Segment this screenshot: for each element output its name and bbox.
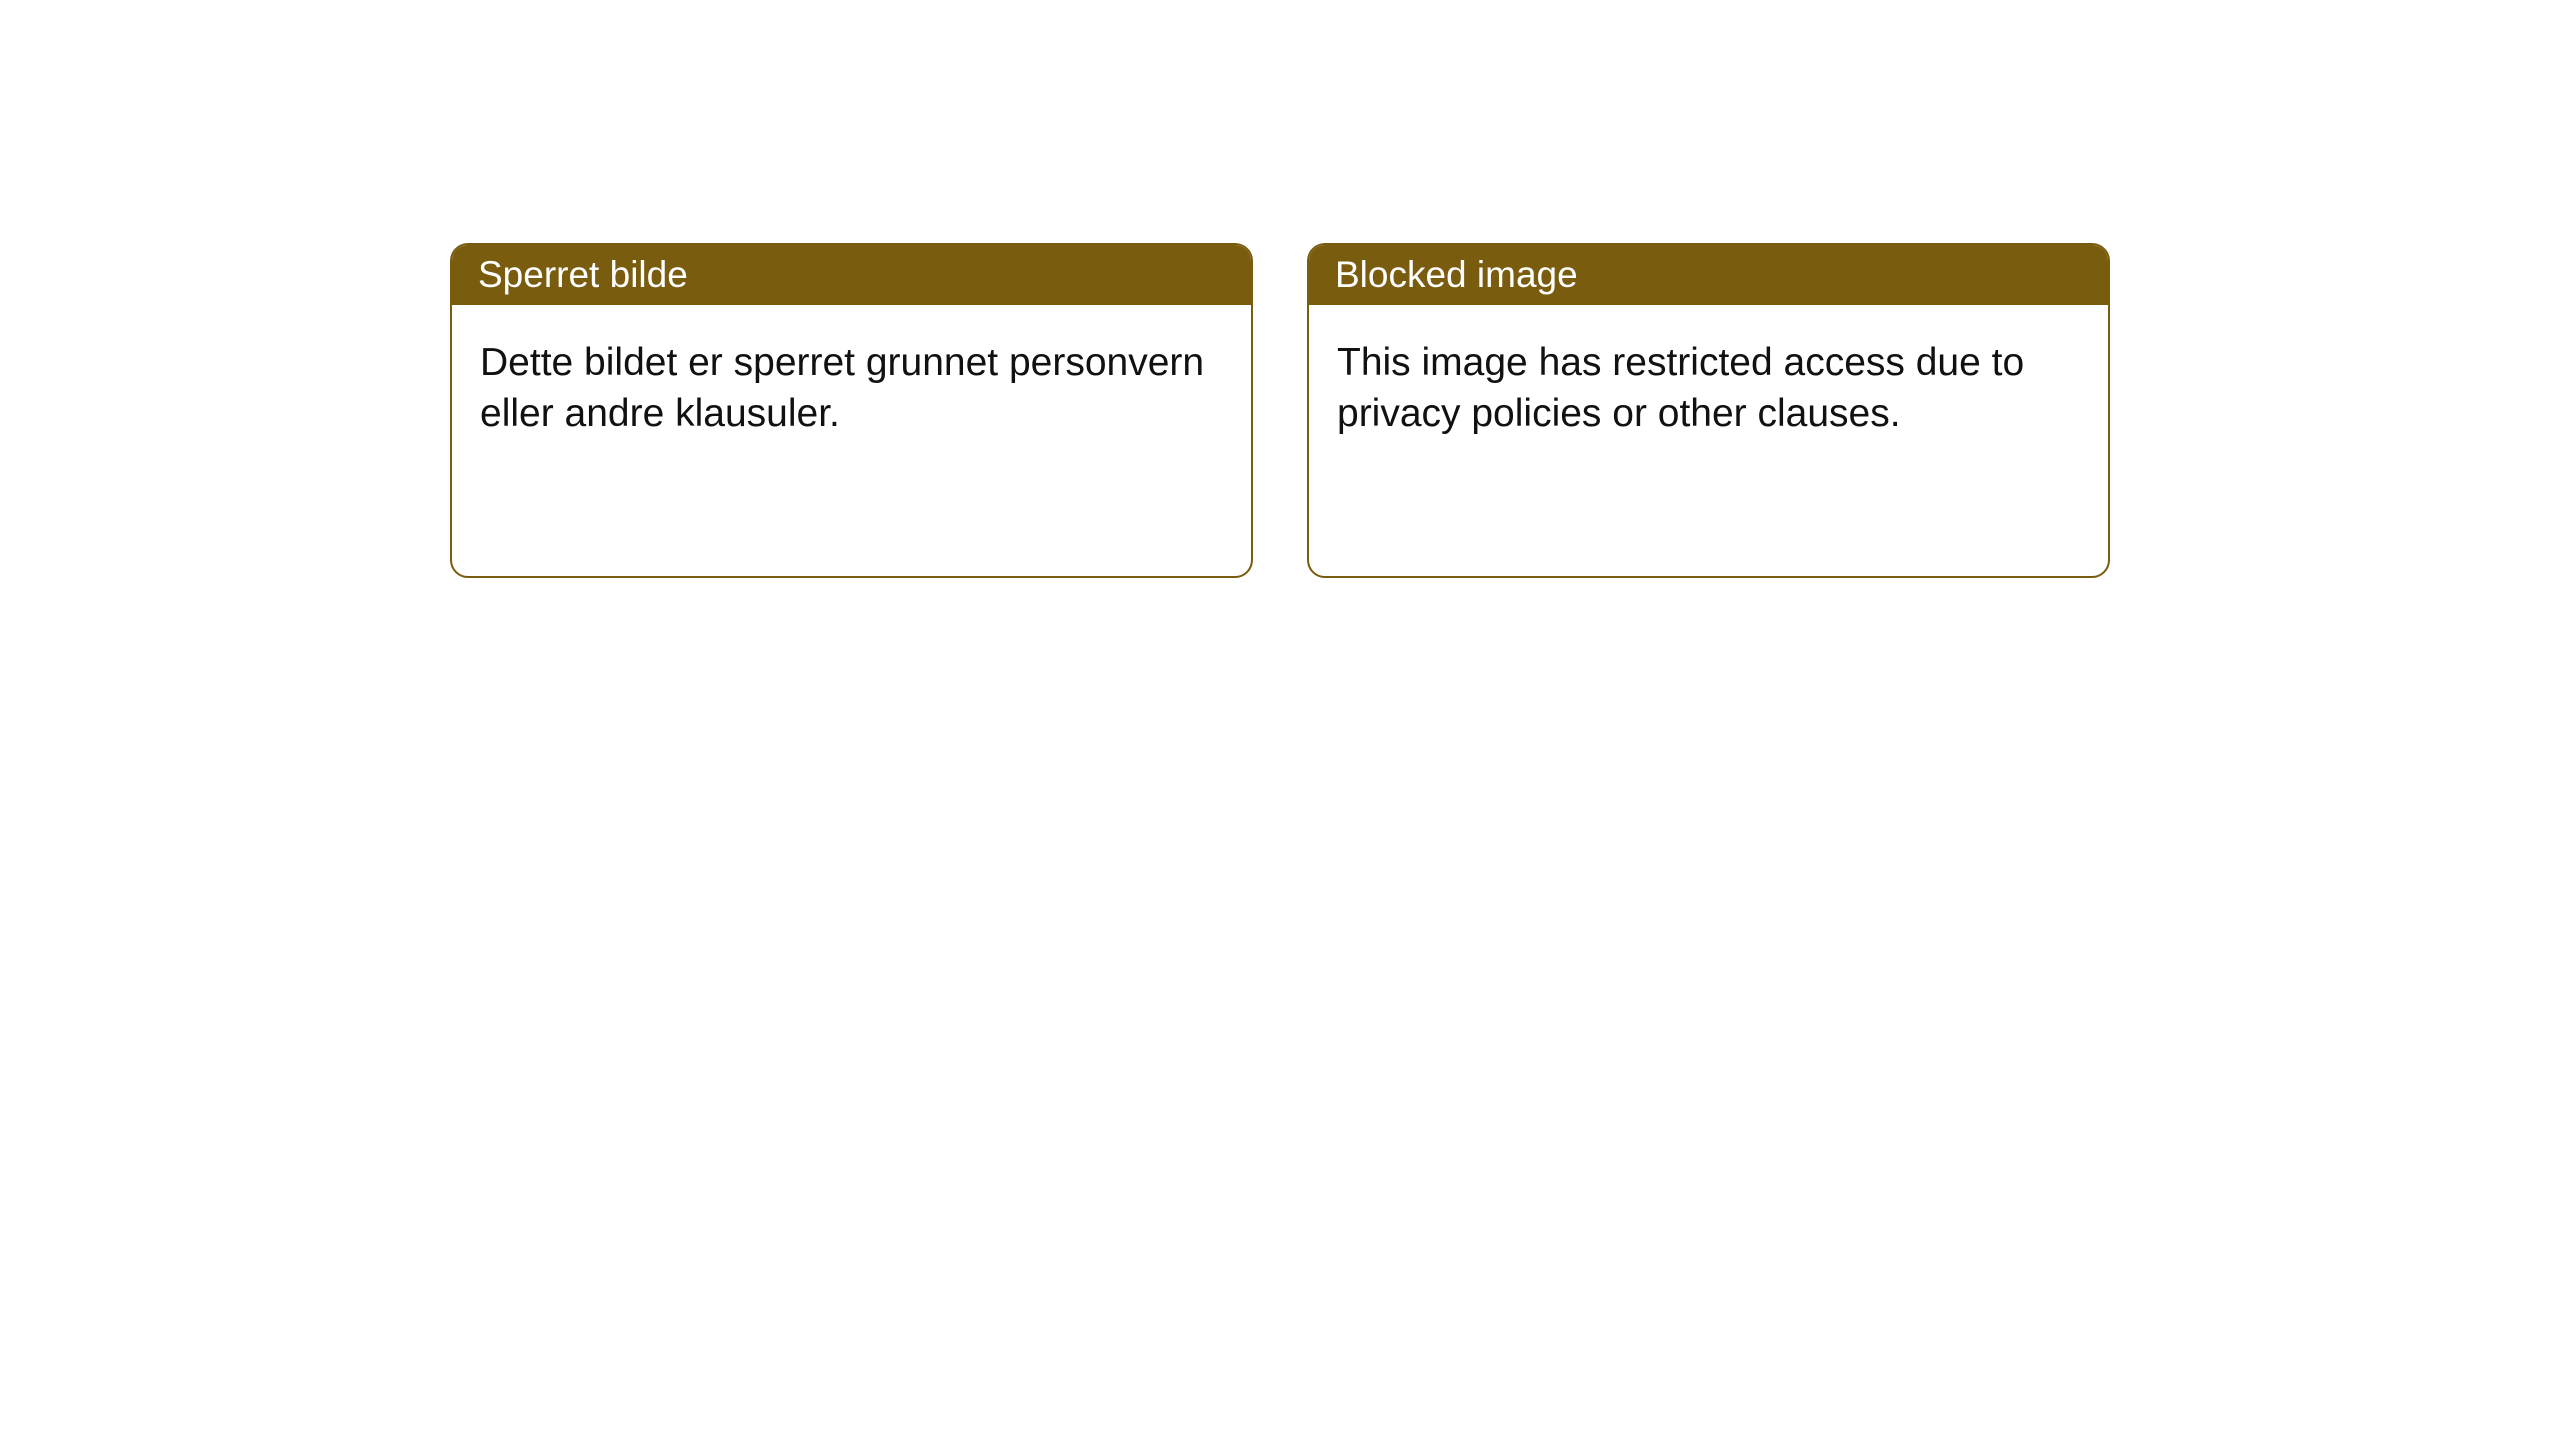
card-header: Blocked image <box>1309 245 2108 305</box>
card-body: This image has restricted access due to … <box>1309 305 2108 472</box>
card-body: Dette bildet er sperret grunnet personve… <box>452 305 1251 472</box>
card-body-text: Dette bildet er sperret grunnet personve… <box>480 341 1204 435</box>
card-title: Blocked image <box>1335 254 1578 295</box>
notice-card-norwegian: Sperret bilde Dette bildet er sperret gr… <box>450 243 1253 578</box>
card-title: Sperret bilde <box>478 254 688 295</box>
card-header: Sperret bilde <box>452 245 1251 305</box>
notice-card-english: Blocked image This image has restricted … <box>1307 243 2110 578</box>
card-body-text: This image has restricted access due to … <box>1337 341 2024 435</box>
notice-cards-container: Sperret bilde Dette bildet er sperret gr… <box>450 243 2110 578</box>
